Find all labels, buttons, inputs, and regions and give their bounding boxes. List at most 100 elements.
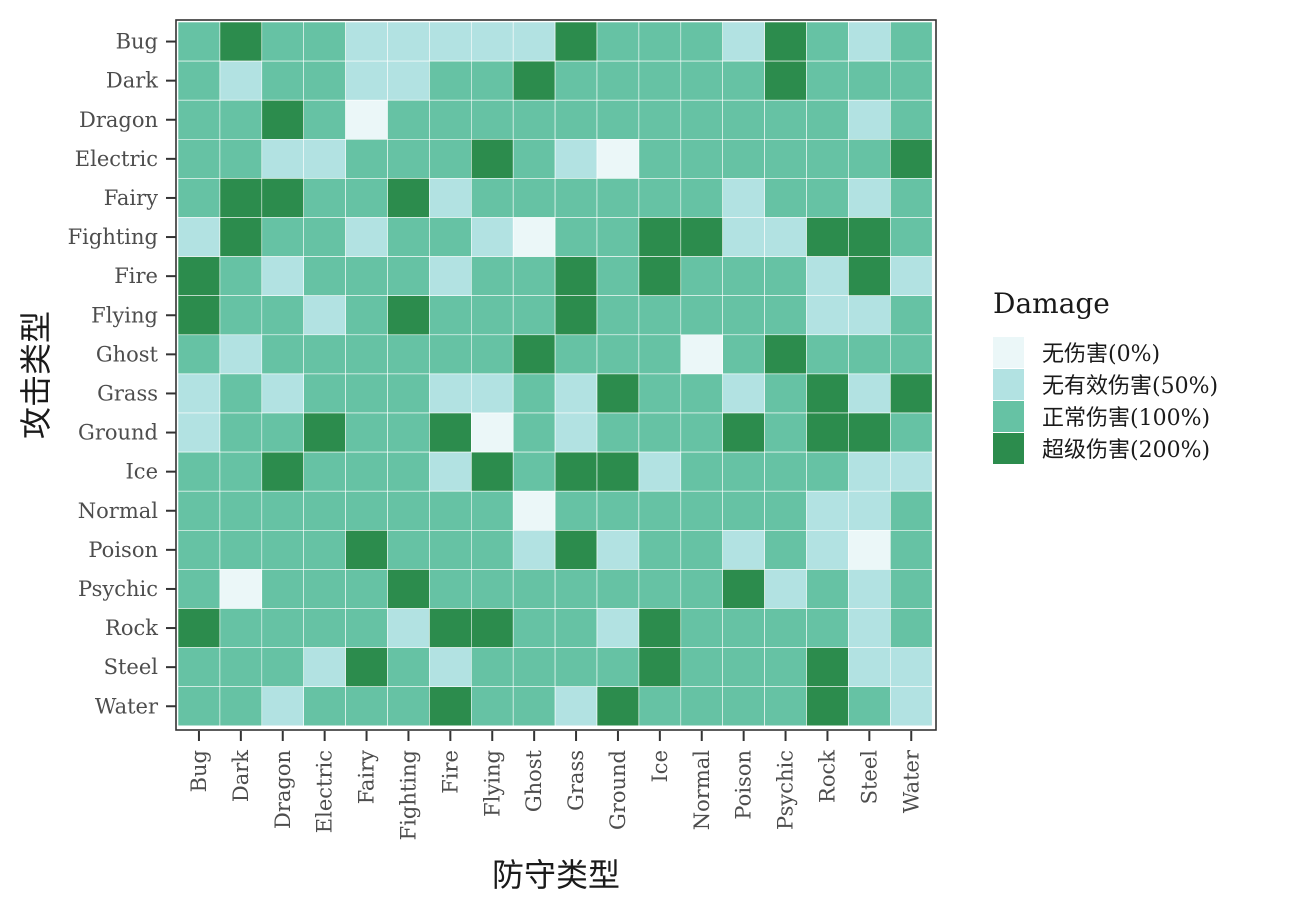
heatmap-cell bbox=[596, 60, 640, 101]
heatmap-cell bbox=[889, 334, 933, 375]
heatmap-cell bbox=[680, 686, 723, 727]
heatmap-cell bbox=[177, 569, 221, 609]
legend: Damage 无伤害(0%) 无有效伤害(50%) 正常伤害(100%) 超级伤害(2… bbox=[993, 287, 1218, 464]
heatmap-cell bbox=[680, 569, 723, 609]
heatmap-cell bbox=[596, 21, 640, 62]
heatmap-cell bbox=[680, 608, 723, 648]
heatmap-cell bbox=[429, 529, 472, 570]
heatmap-cell bbox=[261, 529, 304, 570]
heatmap-cell bbox=[429, 569, 472, 609]
heatmap-cell bbox=[638, 647, 682, 687]
heatmap-cell bbox=[345, 490, 388, 531]
heatmap-cell bbox=[429, 99, 472, 140]
heatmap-cell bbox=[722, 217, 765, 257]
heatmap-cell bbox=[680, 334, 723, 375]
heatmap-cell bbox=[219, 60, 263, 101]
heatmap-cell bbox=[722, 99, 765, 140]
heatmap-cell bbox=[219, 21, 263, 62]
heatmap-cell bbox=[889, 529, 933, 570]
heatmap-cell bbox=[596, 295, 640, 336]
heatmap-cell bbox=[848, 178, 891, 218]
legend-key bbox=[993, 337, 1024, 368]
heatmap-cell bbox=[554, 451, 598, 492]
heatmap-cell bbox=[848, 647, 891, 687]
heatmap-cell bbox=[512, 451, 556, 492]
y-axis: Bug Dark Dragon Electric Fairy Fighting Fire Fl… bbox=[68, 30, 176, 718]
heatmap-cell bbox=[806, 373, 849, 414]
heatmap-cell bbox=[177, 217, 221, 257]
heatmap-cell bbox=[177, 373, 221, 414]
heatmap-cell bbox=[554, 139, 598, 179]
heatmap-cell bbox=[596, 373, 640, 414]
heatmap-cell bbox=[261, 608, 304, 648]
legend-label: 无有效伤害(50%) bbox=[1042, 374, 1218, 399]
heatmap-cell bbox=[889, 647, 933, 687]
heatmap-cell bbox=[387, 686, 430, 727]
heatmap-cell bbox=[387, 334, 430, 375]
heatmap-cell bbox=[387, 608, 430, 648]
heatmap-cell bbox=[470, 295, 514, 336]
y-tick-label: Fire bbox=[114, 264, 158, 288]
heatmap-cell bbox=[345, 373, 388, 414]
legend-key bbox=[993, 433, 1024, 464]
heatmap-cell bbox=[470, 608, 514, 648]
y-tick-label: Fairy bbox=[104, 186, 158, 210]
heatmap-cell bbox=[638, 412, 682, 453]
heatmap-cell bbox=[764, 373, 807, 414]
y-tick-label: Steel bbox=[104, 655, 159, 679]
heatmap-cell bbox=[177, 490, 221, 531]
heatmap-cell bbox=[764, 217, 807, 257]
x-tick-label: Electric bbox=[313, 750, 337, 833]
heatmap-cell bbox=[387, 490, 430, 531]
heatmap-cell bbox=[345, 569, 388, 609]
x-tick-label: Ghost bbox=[522, 749, 546, 812]
heatmap-cell bbox=[429, 21, 472, 62]
heatmap-cell bbox=[345, 686, 388, 727]
heatmap-cell bbox=[596, 99, 640, 140]
heatmap-cell bbox=[261, 686, 304, 727]
heatmap-cell bbox=[638, 334, 682, 375]
heatmap-cell bbox=[177, 21, 221, 62]
heatmap-cell bbox=[848, 139, 891, 179]
heatmap-cell bbox=[806, 490, 849, 531]
heatmap-cell bbox=[848, 373, 891, 414]
heatmap-cell bbox=[470, 373, 514, 414]
heatmap-cell bbox=[554, 373, 598, 414]
heatmap-cell bbox=[261, 139, 304, 179]
heatmap-cell bbox=[261, 178, 304, 218]
heatmap-cell bbox=[554, 569, 598, 609]
heatmap-cell bbox=[680, 21, 723, 62]
heatmap-cell bbox=[638, 217, 682, 257]
heatmap-cell bbox=[303, 373, 346, 414]
heatmap-cell bbox=[512, 139, 556, 179]
heatmap-cell bbox=[638, 686, 682, 727]
heatmap-cell bbox=[512, 60, 556, 101]
heatmap-cell bbox=[554, 490, 598, 531]
heatmap-cell bbox=[470, 139, 514, 179]
heatmap-cell bbox=[261, 334, 304, 375]
heatmap-cell bbox=[303, 60, 346, 101]
heatmap-cell bbox=[848, 490, 891, 531]
heatmap-cell bbox=[554, 178, 598, 218]
heatmap-cell bbox=[554, 21, 598, 62]
heatmap-cell bbox=[722, 373, 765, 414]
heatmap-cell bbox=[848, 295, 891, 336]
x-tick-label: Dark bbox=[229, 750, 253, 802]
heatmap-cell bbox=[806, 334, 849, 375]
heatmap-cell bbox=[429, 60, 472, 101]
heatmap-cell bbox=[303, 647, 346, 687]
heatmap-cell bbox=[680, 373, 723, 414]
heatmap-cell bbox=[638, 295, 682, 336]
heatmap-cell bbox=[387, 412, 430, 453]
heatmap-cell bbox=[345, 217, 388, 257]
heatmap-cell bbox=[889, 178, 933, 218]
heatmap-cell bbox=[303, 21, 346, 62]
heatmap-cell bbox=[596, 647, 640, 687]
heatmap-cell bbox=[261, 569, 304, 609]
heatmap-cell bbox=[219, 412, 263, 453]
heatmap-cell bbox=[219, 178, 263, 218]
heatmap-cell bbox=[470, 569, 514, 609]
heatmap-cell bbox=[303, 334, 346, 375]
heatmap-cell bbox=[680, 99, 723, 140]
heatmap-cell bbox=[219, 373, 263, 414]
